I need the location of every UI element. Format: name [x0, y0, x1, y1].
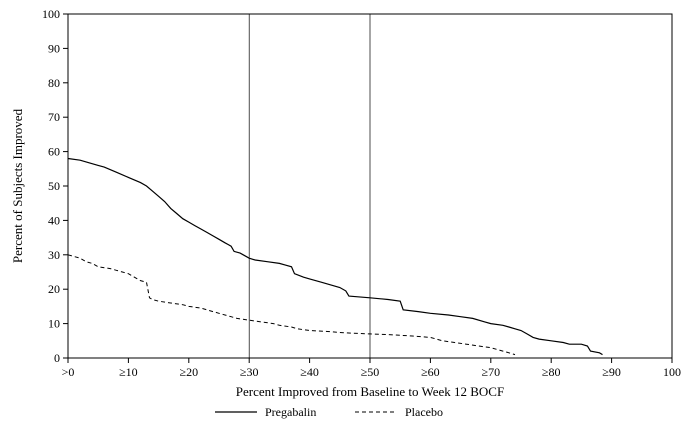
y-tick-label: 80: [48, 76, 60, 90]
x-tick-label: ≥60: [421, 365, 440, 379]
x-tick-label: >0: [62, 365, 75, 379]
y-tick-label: 90: [48, 41, 60, 55]
x-tick-label: ≥90: [602, 365, 621, 379]
y-tick-label: 100: [42, 7, 60, 21]
plot-area: >0 ≥10 ≥20 ≥30 ≥40 ≥50 ≥60 ≥70 ≥80 ≥90 100 0 10 20 30 4…: [42, 7, 681, 379]
series-line-placebo: [67, 254, 516, 356]
x-axis-label: Percent Improved from Baseline to Week 1…: [236, 384, 504, 399]
x-tick-label: ≥80: [542, 365, 561, 379]
x-tick-label: ≥70: [482, 365, 501, 379]
series-line-pregabalin: [67, 157, 603, 356]
y-tick-label: 60: [48, 145, 60, 159]
legend-label-pregabalin: Pregabalin: [265, 405, 316, 419]
y-tick-label: 30: [48, 248, 60, 262]
x-tick-label: ≥20: [180, 365, 199, 379]
x-tick-label: ≥50: [361, 365, 380, 379]
y-tick-label: 20: [48, 282, 60, 296]
legend-label-placebo: Placebo: [405, 405, 443, 419]
y-tick-label: 10: [48, 317, 60, 331]
x-tick-label: ≥30: [240, 365, 259, 379]
y-tick-label: 50: [48, 179, 60, 193]
x-tick-label: ≥40: [300, 365, 319, 379]
y-tick-label: 40: [48, 213, 60, 227]
x-tick-label: ≥10: [119, 365, 138, 379]
y-axis-label: Percent of Subjects Improved: [10, 108, 25, 263]
x-tick-label: 100: [663, 365, 681, 379]
y-tick-label: 70: [48, 110, 60, 124]
y-tick-label: 0: [54, 351, 60, 365]
legend: Pregabalin Placebo: [215, 405, 443, 419]
